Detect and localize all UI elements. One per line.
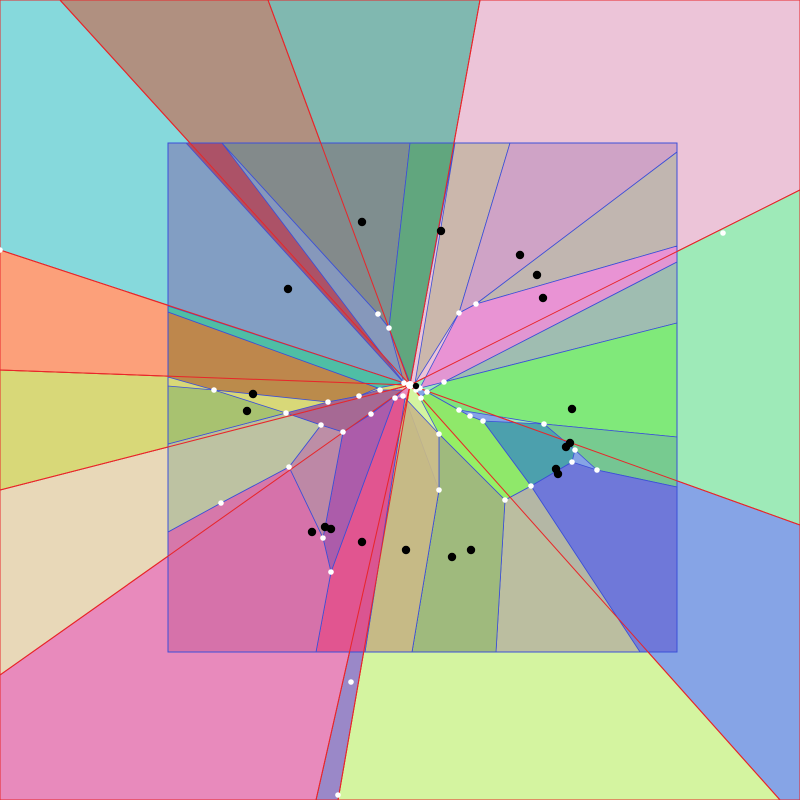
site (401, 545, 411, 555)
voronoi-vertices (0, 230, 726, 798)
site (447, 552, 457, 562)
vertex (392, 395, 398, 401)
vertex (720, 230, 726, 236)
vertex (473, 301, 479, 307)
vertex (502, 497, 508, 503)
vertex (436, 487, 442, 493)
vertex (286, 464, 292, 470)
vertex (436, 431, 442, 437)
vertex (406, 381, 414, 389)
inner-square (167, 142, 678, 653)
vertex (377, 387, 383, 393)
vertex (424, 389, 430, 395)
vertex (467, 413, 473, 419)
vertex (335, 792, 341, 798)
vertex (283, 410, 289, 416)
site (538, 293, 548, 303)
site (326, 524, 336, 534)
vertex (356, 393, 362, 399)
vertex (441, 379, 447, 385)
vertex (594, 467, 600, 473)
vertex (386, 325, 392, 331)
site (436, 226, 446, 236)
vertex (418, 395, 424, 401)
vertex (400, 393, 406, 399)
site (248, 389, 258, 399)
site (466, 545, 476, 555)
vertex (218, 500, 224, 506)
vertex (541, 421, 547, 427)
vertex (318, 422, 324, 428)
site (357, 217, 367, 227)
vertex (480, 418, 486, 424)
vertex (325, 399, 331, 405)
vertex (375, 311, 381, 317)
vertex (320, 535, 326, 541)
site (515, 250, 525, 260)
vertex (401, 380, 407, 386)
site (561, 442, 571, 452)
site (412, 382, 420, 390)
vertex (569, 459, 575, 465)
site (242, 406, 252, 416)
vertex (528, 483, 534, 489)
vertex (368, 411, 374, 417)
site (567, 404, 577, 414)
vertex (211, 387, 217, 393)
vertex (0, 247, 3, 253)
vertex (328, 569, 334, 575)
vertex (340, 429, 346, 435)
vertex (348, 679, 354, 685)
voronoi-sites (242, 217, 577, 562)
vertex (456, 310, 462, 316)
site (307, 527, 317, 537)
vertex (456, 407, 462, 413)
site (532, 270, 542, 280)
site (553, 469, 563, 479)
site (357, 537, 367, 547)
inner-square-border (167, 142, 678, 653)
vertex (572, 447, 578, 453)
site (283, 284, 293, 294)
